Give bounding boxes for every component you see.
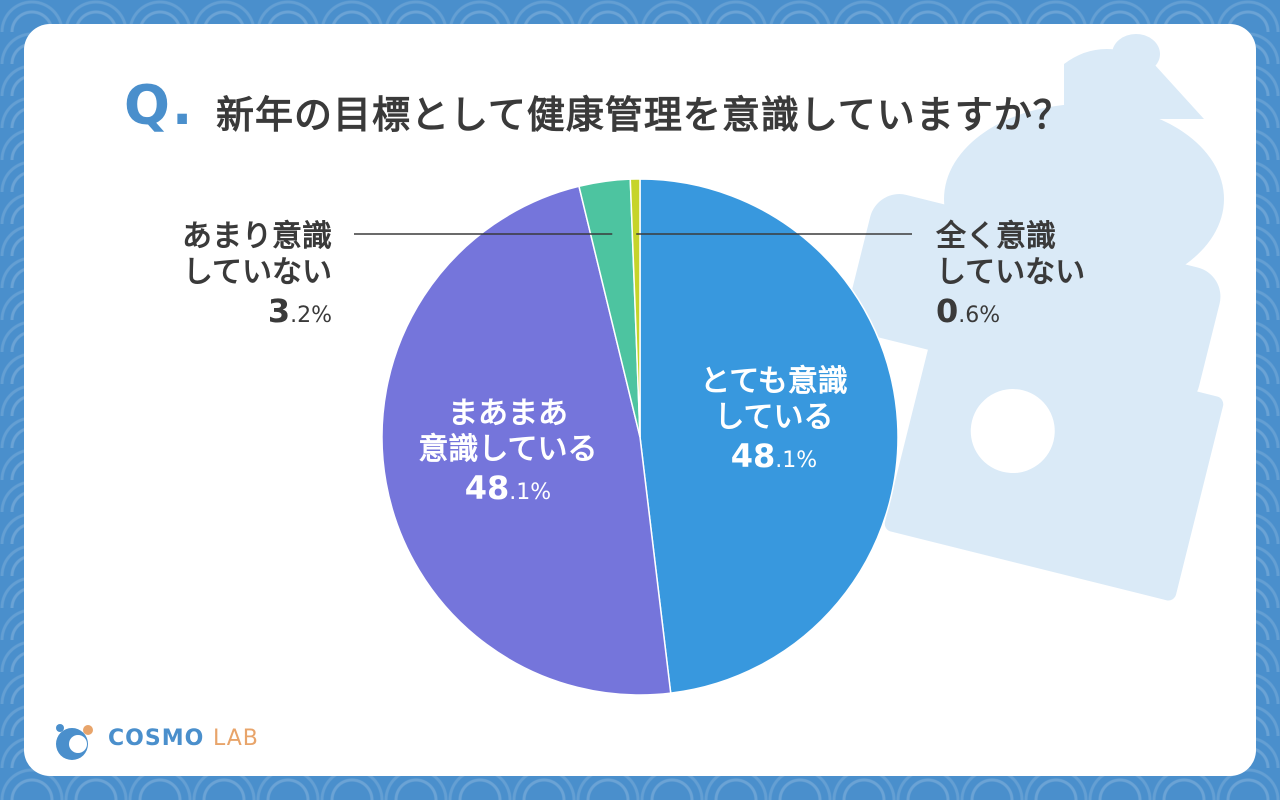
slice-label-0-line-1: している <box>714 400 833 435</box>
pie-slice-0 <box>639 178 899 694</box>
brand-logo: COSMO LAB <box>108 726 259 751</box>
slice-value-label-1: 48.1% <box>465 469 551 507</box>
question-marker: Q. <box>124 74 195 137</box>
slice-label-3-line-0: 全く意識 <box>935 219 1056 254</box>
chart-title: 新年の目標として健康管理を意識していますか？ <box>216 93 1072 137</box>
slice-value-label-3: 0.6% <box>936 292 1000 330</box>
slice-label-3-line-1: していない <box>936 255 1085 290</box>
slice-label-2-line-0: あまり意識 <box>182 219 332 254</box>
slice-label-2-line-1: していない <box>183 255 332 290</box>
slice-value-label-0: 48.1% <box>731 437 817 475</box>
brand-name: COSMO <box>108 726 205 751</box>
slice-label-0-line-0: とても意識 <box>700 364 848 399</box>
slice-value-label-2: 3.2% <box>268 292 332 330</box>
kagami-mochi-icon <box>848 34 1224 601</box>
slice-label-1-line-0: まあまあ <box>448 396 568 431</box>
slice-label-1-line-1: 意識している <box>418 432 597 467</box>
pie-slice-1 <box>381 185 672 696</box>
cosmo-lab-logo-icon <box>56 724 93 760</box>
chart-card: Q. 新年の目標として健康管理を意識していますか？ とても意識 している 48.1%… <box>24 24 1256 776</box>
pie-slice-3 <box>629 178 641 438</box>
pie-chart: とても意識している48.1%まあまあ意識している48.1%あまり意識していない3… <box>182 178 1085 696</box>
brand-suffix: LAB <box>212 726 259 751</box>
